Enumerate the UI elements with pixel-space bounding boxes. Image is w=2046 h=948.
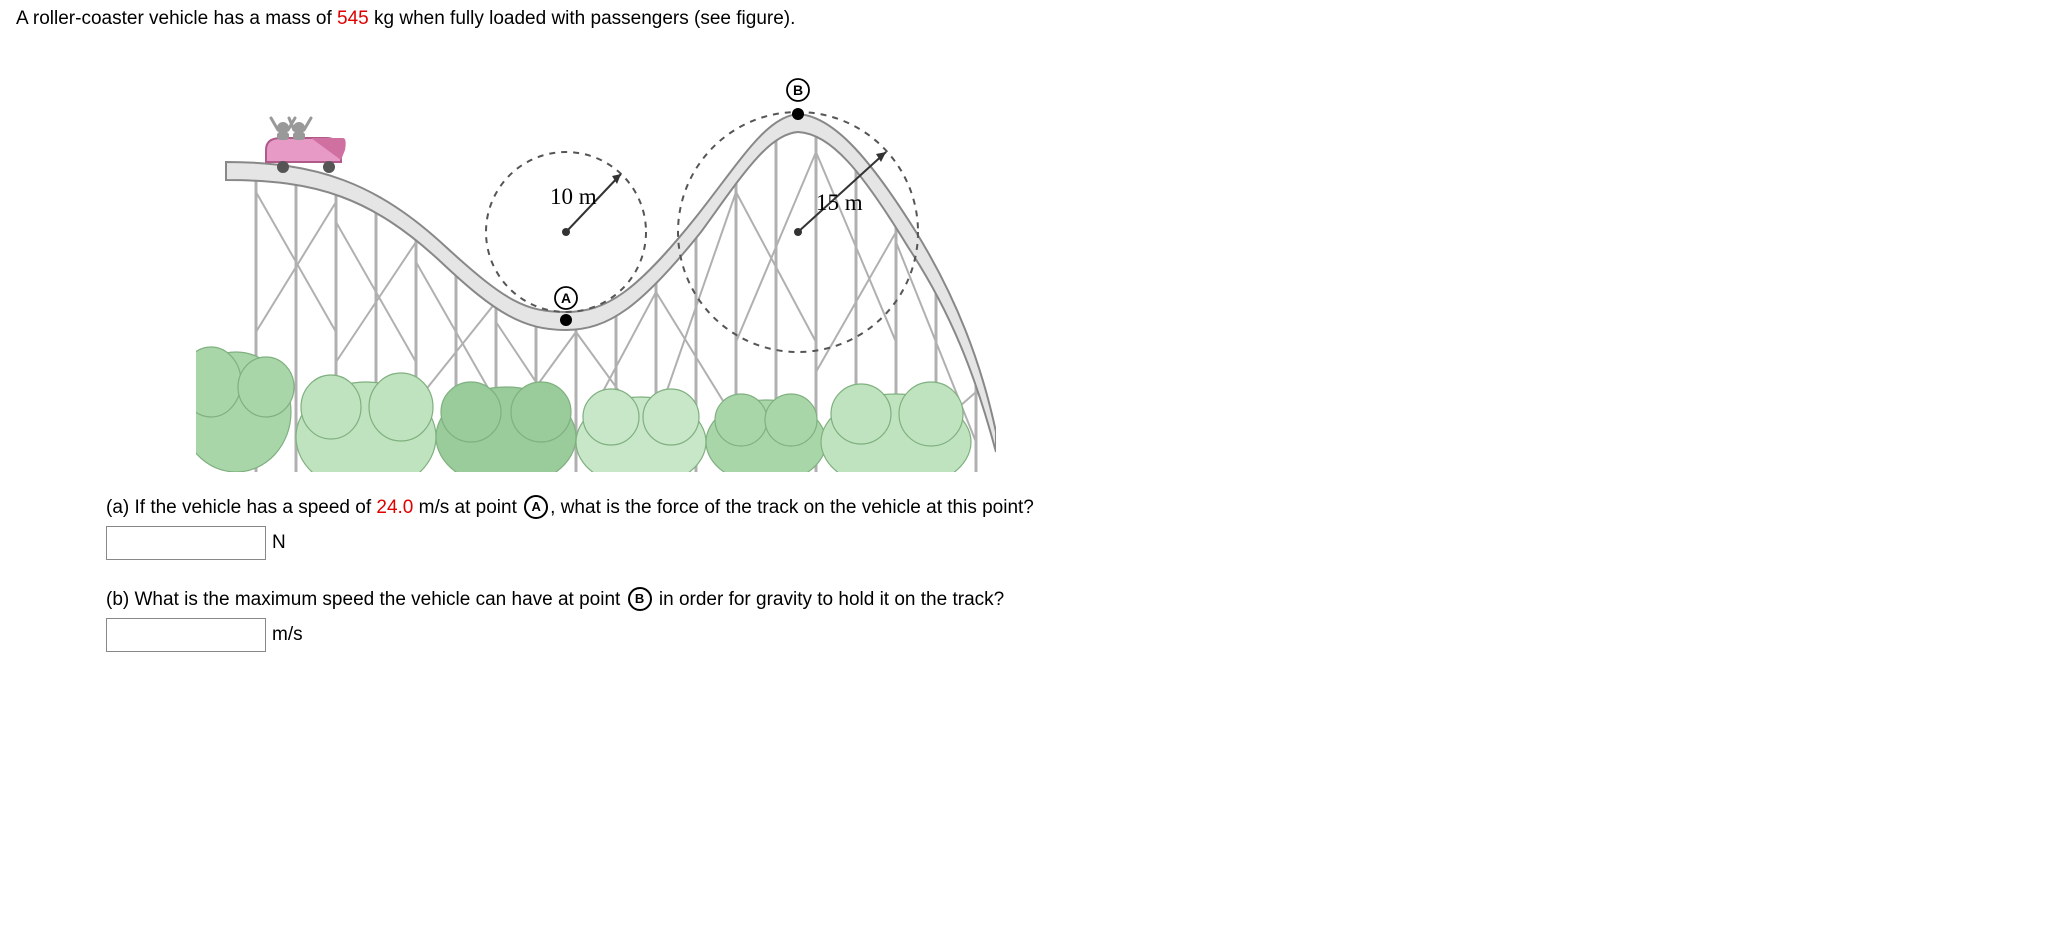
part-a: (a) If the vehicle has a speed of 24.0 m…	[106, 496, 2030, 560]
part-b-answer-input[interactable]	[106, 618, 266, 652]
part-a-suffix: , what is the force of the track on the …	[550, 497, 1034, 518]
part-a-speed: 24.0	[376, 497, 413, 518]
intro-mass: 545	[337, 8, 369, 29]
svg-text:B: B	[793, 82, 803, 98]
part-b-prefix: (b) What is the maximum speed the vehicl…	[106, 589, 626, 610]
part-a-answer-input[interactable]	[106, 526, 266, 560]
part-a-text: (a) If the vehicle has a speed of 24.0 m…	[106, 496, 2030, 520]
svg-text:10 m: 10 m	[550, 184, 597, 209]
svg-text:15 m: 15 m	[816, 190, 863, 215]
point-b-badge-icon: B	[628, 587, 652, 611]
part-b-text: (b) What is the maximum speed the vehicl…	[106, 588, 2030, 612]
part-b-answer-row: m/s	[106, 618, 2030, 652]
intro-prefix: A roller-coaster vehicle has a mass of	[16, 8, 337, 29]
part-a-answer-row: N	[106, 526, 2030, 560]
part-b: (b) What is the maximum speed the vehicl…	[106, 588, 2030, 652]
question-parts: (a) If the vehicle has a speed of 24.0 m…	[106, 496, 2030, 652]
part-b-unit: m/s	[272, 624, 303, 646]
svg-text:A: A	[561, 290, 571, 306]
part-b-suffix: in order for gravity to hold it on the t…	[654, 589, 1005, 610]
intro-suffix: kg when fully loaded with passengers (se…	[369, 8, 796, 29]
question-intro: A roller-coaster vehicle has a mass of 5…	[16, 8, 2030, 30]
part-a-mid: m/s at point	[413, 497, 522, 518]
part-a-prefix: (a) If the vehicle has a speed of	[106, 497, 376, 518]
roller-coaster-figure: 10 m 15 m A B	[196, 42, 996, 472]
part-a-unit: N	[272, 532, 286, 554]
point-a-badge-icon: A	[524, 495, 548, 519]
figure-container: 10 m 15 m A B	[196, 42, 2030, 472]
